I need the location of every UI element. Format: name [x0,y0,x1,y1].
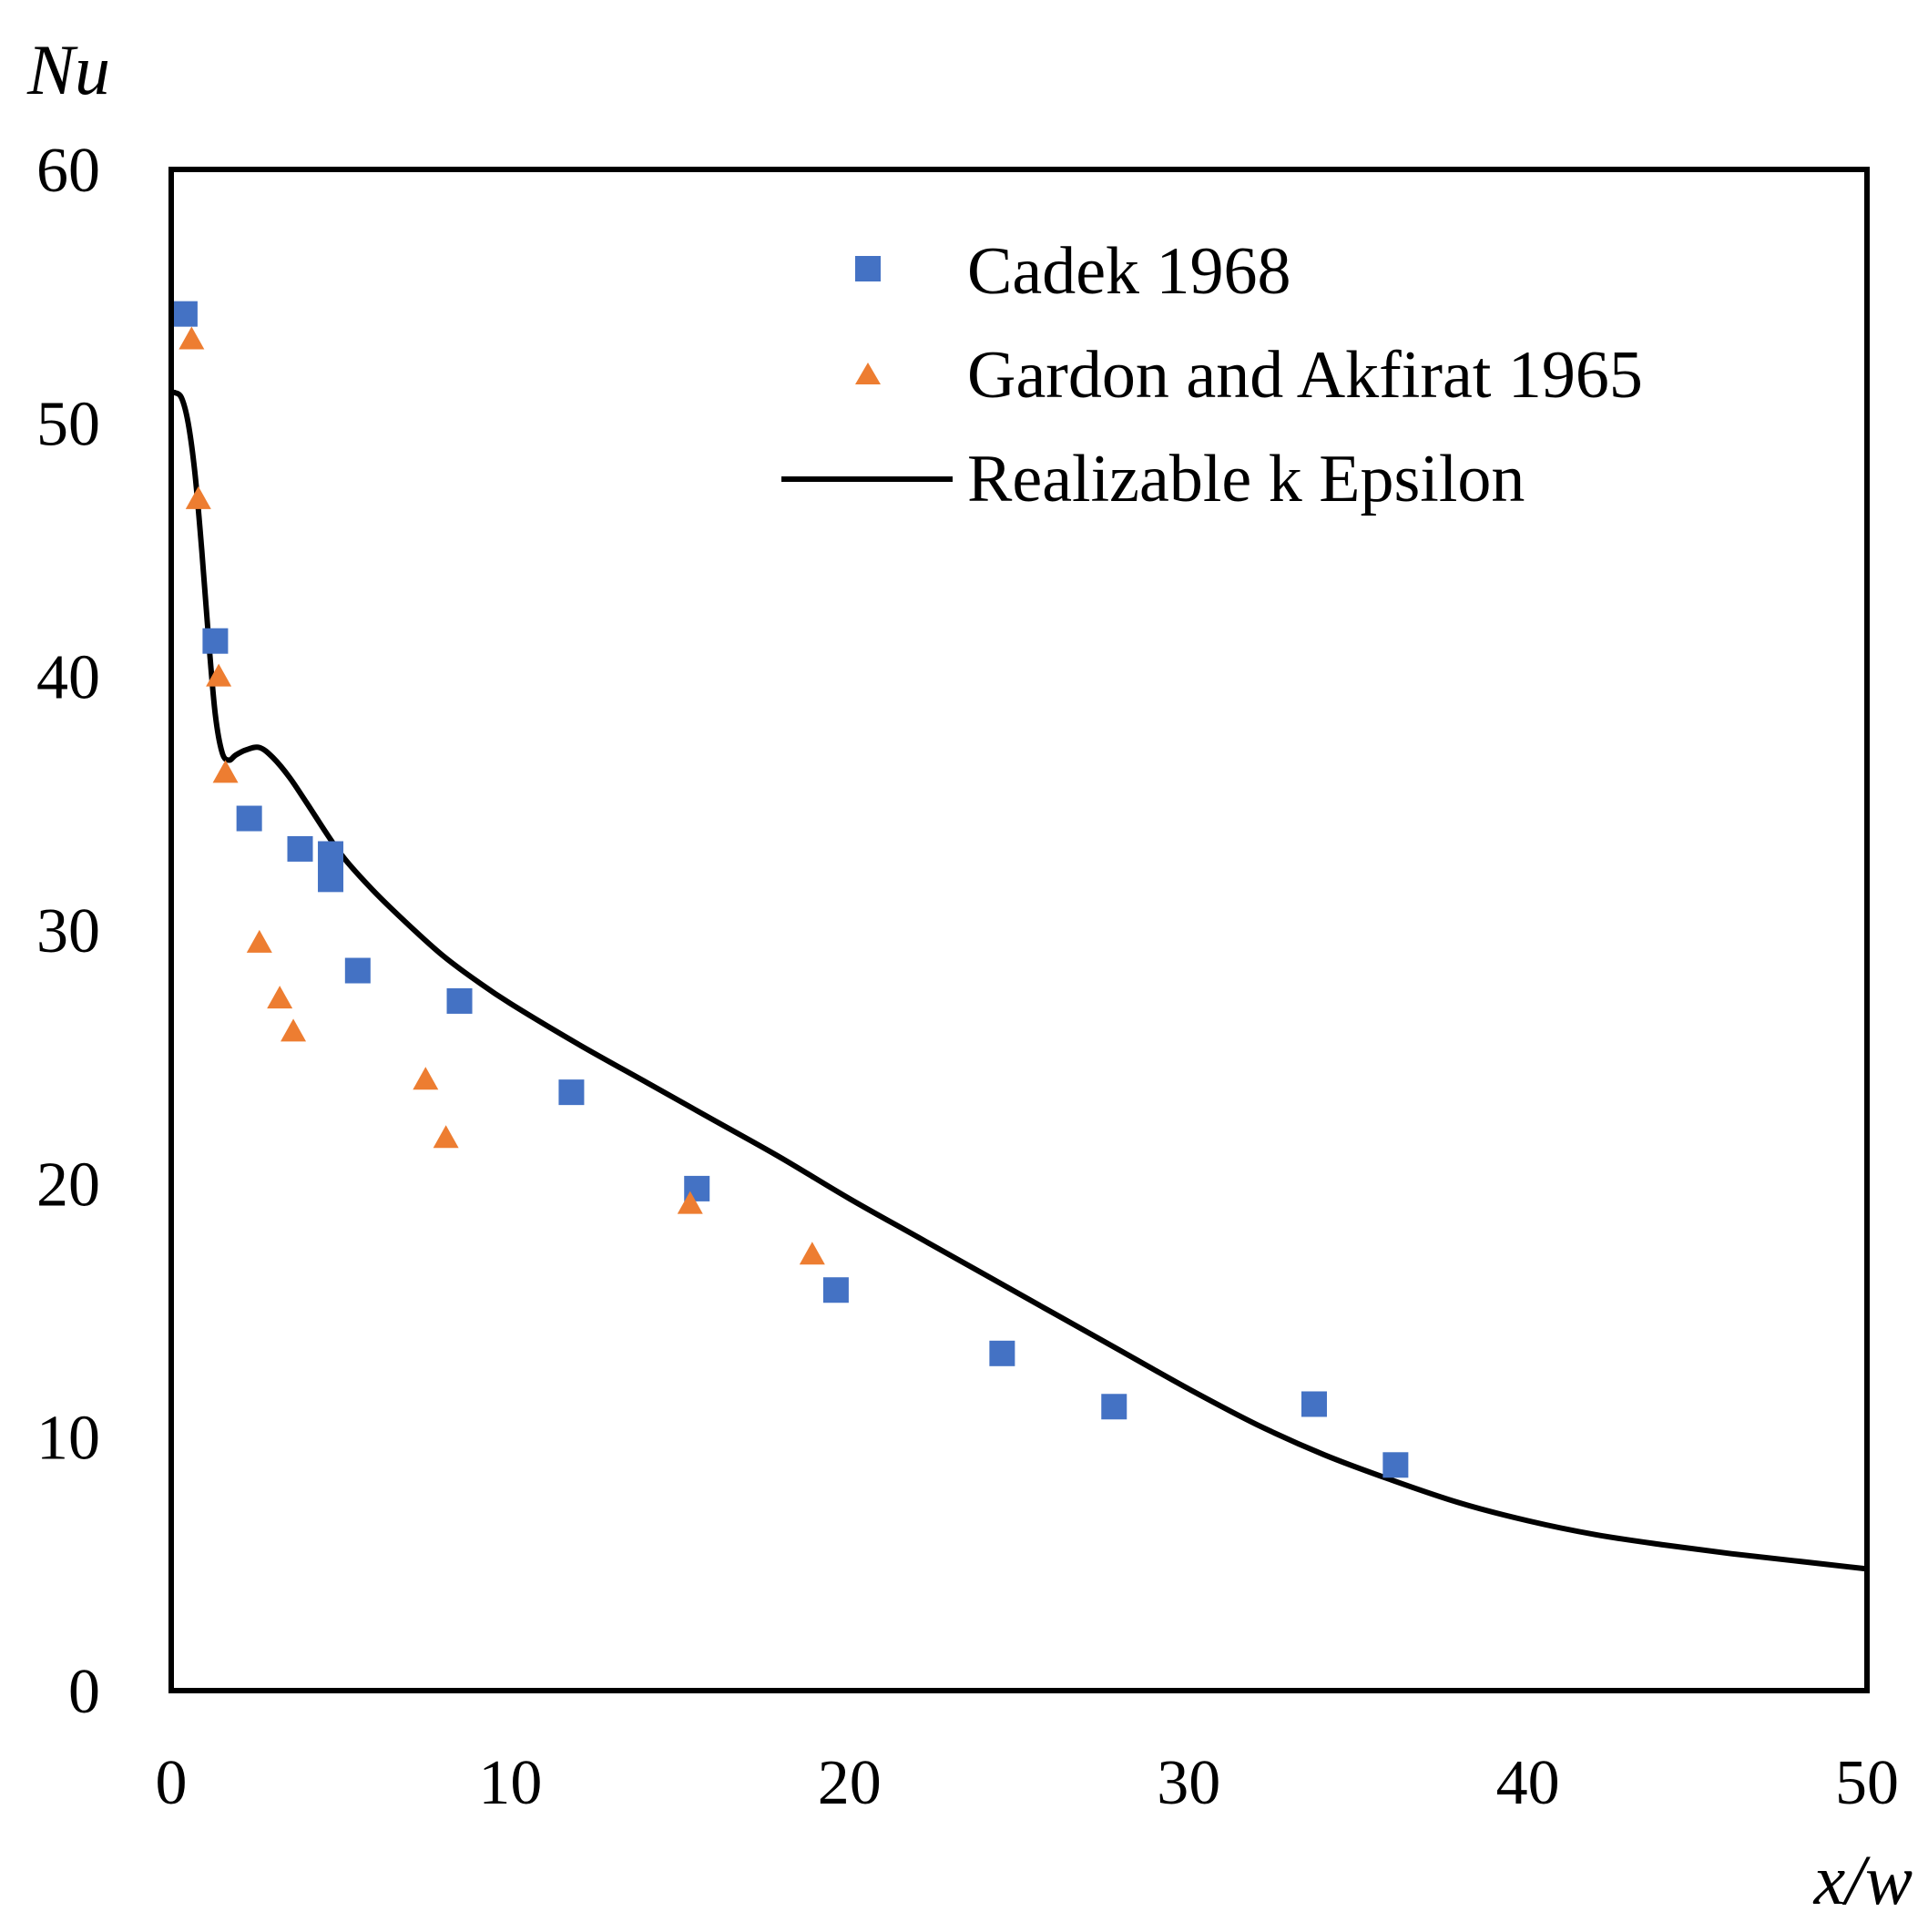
data-point-gardon-akfirat-1965 [281,1018,307,1042]
data-point-gardon-akfirat-1965 [206,663,232,687]
x-axis-title: x/w [1813,1840,1913,1919]
y-axis-title: Nu [26,30,110,109]
x-tick-label: 40 [1496,1748,1560,1818]
data-point-gardon-akfirat-1965 [267,986,293,1009]
legend: Cadek 1968 Gardon and Akfirat 1965 Reali… [781,234,1643,516]
data-point-cadek-1968 [1301,1391,1327,1417]
data-point-cadek-1968 [318,866,344,893]
y-tick-label: 30 [36,896,100,966]
legend-marker-square [855,256,881,281]
legend-label-cadek: Cadek 1968 [967,234,1291,309]
y-tick-label: 50 [36,389,100,459]
x-tick-label: 10 [478,1748,542,1818]
data-point-gardon-akfirat-1965 [799,1242,825,1265]
x-tick-label: 30 [1157,1748,1220,1818]
x-tick-label: 0 [156,1748,188,1818]
y-axis: 0 10 20 30 40 50 60 [36,136,100,1727]
data-point-gardon-akfirat-1965 [413,1067,439,1090]
y-tick-label: 0 [68,1657,100,1727]
data-point-gardon-akfirat-1965 [212,760,239,783]
data-point-cadek-1968 [446,987,473,1014]
data-point-cadek-1968 [287,835,313,862]
data-point-cadek-1968 [344,957,371,984]
series-marker-layer [171,301,1409,1478]
data-point-gardon-akfirat-1965 [179,326,205,350]
data-point-cadek-1968 [1382,1452,1409,1478]
data-point-gardon-akfirat-1965 [433,1125,459,1149]
data-point-cadek-1968 [822,1277,849,1303]
plot-frame [168,167,1870,1693]
y-tick-label: 20 [36,1150,100,1220]
data-point-gardon-akfirat-1965 [677,1191,703,1214]
legend-marker-triangle [855,363,881,384]
y-tick-label: 60 [36,136,100,206]
data-point-cadek-1968 [1101,1394,1127,1420]
data-point-cadek-1968 [318,841,344,867]
data-point-gardon-akfirat-1965 [185,486,211,509]
x-axis: 0 10 20 30 40 50 [156,1748,1900,1818]
series-line-layer [171,389,1870,1572]
data-point-cadek-1968 [236,805,262,832]
y-tick-label: 40 [36,643,100,713]
legend-label-realizable: Realizable k Epsilon [967,442,1525,516]
data-point-cadek-1968 [202,628,229,654]
legend-label-gardon: Gardon and Akfirat 1965 [967,338,1643,413]
series-line-realizable-k-epsilon [171,389,1870,1572]
y-tick-label: 10 [36,1404,100,1474]
data-point-cadek-1968 [558,1079,585,1106]
data-point-gardon-akfirat-1965 [246,929,272,953]
x-tick-label: 20 [818,1748,882,1818]
data-point-cadek-1968 [171,301,198,327]
data-point-cadek-1968 [989,1340,1015,1366]
x-tick-label: 50 [1835,1748,1899,1818]
